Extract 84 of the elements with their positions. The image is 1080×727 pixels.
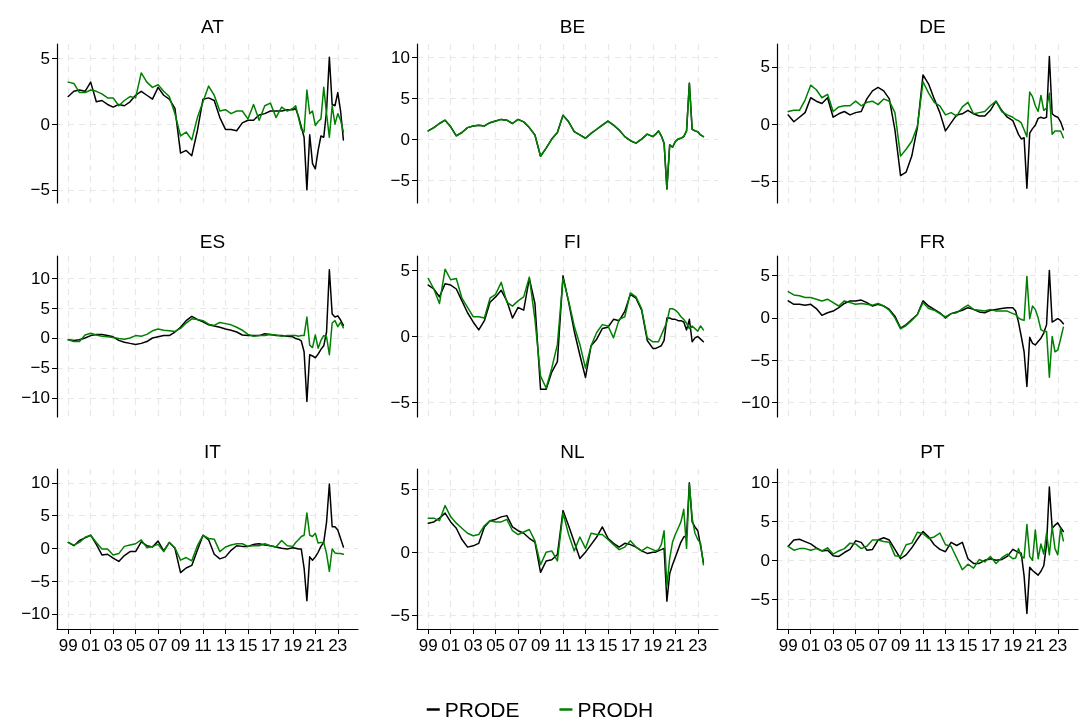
y-tick-label: −5 — [750, 350, 770, 370]
x-tick-label: 13 — [216, 636, 235, 655]
x-tick-label: 99 — [58, 636, 78, 655]
x-tick-label: 21 — [665, 636, 685, 655]
x-tick-label: 21 — [305, 636, 325, 655]
y-tick-label: 5 — [400, 479, 410, 499]
y-tick-label: 0 — [760, 308, 770, 328]
chart-title: BE — [559, 16, 586, 37]
x-tick-label: 23 — [1048, 636, 1068, 655]
y-tick-label: −10 — [741, 393, 770, 413]
chart-title: ES — [199, 231, 226, 252]
x-tick-label: 11 — [914, 636, 932, 655]
chart-title: PT — [920, 441, 946, 462]
y-tick-label: 0 — [40, 114, 50, 134]
y-tick-label: 0 — [40, 328, 50, 348]
y-tick-label: 0 — [40, 538, 50, 558]
x-tick-label: 19 — [643, 636, 663, 655]
y-tick-label: 10 — [31, 473, 50, 493]
y-tick-label: 0 — [760, 550, 770, 570]
x-tick-label: 19 — [283, 636, 303, 655]
x-tick-label: 23 — [688, 636, 708, 655]
x-tick-label: 19 — [1003, 636, 1023, 655]
x-tick-label: 03 — [823, 636, 843, 655]
chart-title: IT — [204, 441, 222, 462]
x-tick-label: 03 — [463, 636, 483, 655]
legend-label: PRODH — [577, 698, 654, 721]
y-tick-label: 0 — [400, 129, 410, 149]
x-tick-label: 01 — [81, 636, 101, 655]
y-tick-label: 5 — [400, 88, 410, 108]
x-tick-label: 05 — [846, 636, 866, 655]
x-tick-label: 05 — [126, 636, 146, 655]
x-tick-label: 01 — [441, 636, 461, 655]
x-tick-label: 09 — [171, 636, 191, 655]
x-tick-label: 15 — [598, 636, 618, 655]
y-tick-label: −10 — [21, 388, 50, 408]
x-tick-label: 13 — [576, 636, 595, 655]
y-tick-label: 10 — [31, 268, 50, 288]
y-tick-label: −5 — [30, 358, 50, 378]
x-tick-label: 01 — [801, 636, 821, 655]
chart-title: FI — [564, 231, 581, 252]
x-tick-label: 15 — [958, 636, 978, 655]
y-tick-label: −5 — [30, 180, 50, 200]
y-tick-label: 5 — [40, 298, 50, 318]
x-tick-label: 13 — [936, 636, 955, 655]
x-tick-label: 17 — [620, 636, 640, 655]
y-tick-label: 5 — [40, 48, 50, 68]
x-tick-label: 17 — [980, 636, 1000, 655]
chart-title: AT — [201, 16, 225, 37]
y-tick-label: 5 — [400, 261, 410, 281]
y-tick-label: −5 — [750, 589, 770, 609]
y-tick-label: −5 — [30, 571, 50, 591]
y-tick-label: −5 — [390, 605, 410, 625]
x-tick-label: 09 — [891, 636, 911, 655]
y-tick-label: 5 — [40, 506, 50, 526]
x-tick-label: 15 — [238, 636, 258, 655]
y-tick-label: 5 — [760, 265, 770, 285]
y-tick-label: 0 — [400, 542, 410, 562]
x-tick-label: 99 — [778, 636, 798, 655]
x-tick-label: 07 — [868, 636, 888, 655]
x-tick-label: 11 — [554, 636, 572, 655]
legend-label: PRODE — [444, 698, 520, 721]
x-tick-label: 21 — [1025, 636, 1045, 655]
x-tick-label: 07 — [148, 636, 168, 655]
x-tick-label: 09 — [531, 636, 551, 655]
x-tick-label: 03 — [103, 636, 123, 655]
x-tick-label: 99 — [418, 636, 438, 655]
y-tick-label: 0 — [760, 114, 770, 134]
chart-title: FR — [919, 231, 946, 252]
y-tick-label: 5 — [760, 57, 770, 77]
y-tick-label: 10 — [391, 47, 410, 67]
y-tick-label: 0 — [400, 327, 410, 346]
y-tick-label: 10 — [751, 472, 770, 492]
y-tick-label: −10 — [21, 604, 50, 624]
x-tick-label: 07 — [508, 636, 528, 655]
x-tick-label: 11 — [194, 636, 212, 655]
chart-title: DE — [919, 16, 946, 37]
x-tick-label: 17 — [260, 636, 280, 655]
chart-title: NL — [560, 441, 585, 462]
x-tick-label: 05 — [486, 636, 506, 655]
y-tick-label: −5 — [390, 170, 410, 190]
y-tick-label: −5 — [750, 171, 770, 191]
y-tick-label: −5 — [390, 392, 410, 412]
y-tick-label: 5 — [760, 511, 770, 531]
x-tick-label: 23 — [328, 636, 348, 655]
